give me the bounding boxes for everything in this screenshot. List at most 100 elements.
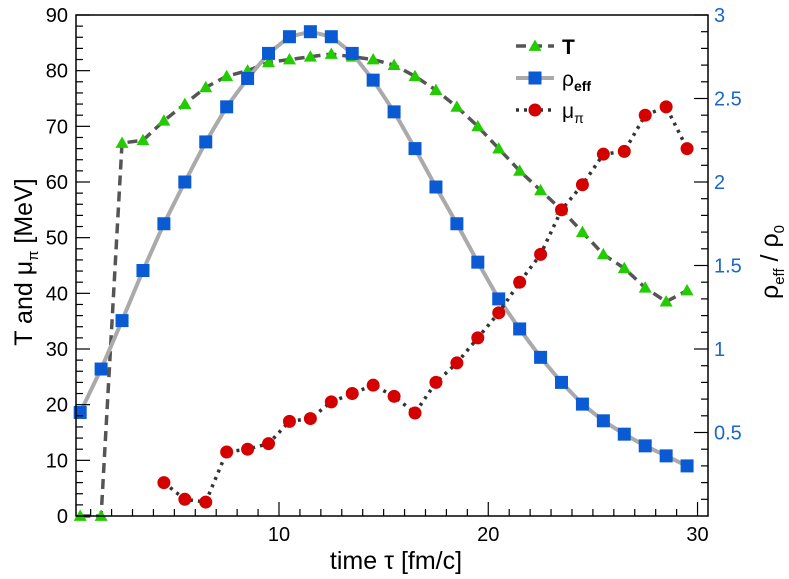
right-y-tick-label: 2 — [714, 172, 725, 194]
series-rho_eff-point — [555, 375, 569, 389]
axes-layer: 10 20 30 0 10 20 30 40 50 60 70 80 90 0.5 1 1.5 2 2.5 3 — [46, 5, 742, 546]
x-axis-title: time τ [fm/c] — [330, 547, 462, 575]
axis-titles: time τ [fm/c] T and μπ [MeV] ρeff / ρ0 — [10, 178, 788, 575]
right-y-tick-label: 0.5 — [714, 423, 742, 445]
legend-entry-rho_eff: ρeff — [516, 68, 591, 94]
series-rho_eff-point — [659, 449, 673, 463]
series-rho_eff-point — [345, 46, 359, 60]
series-rho_eff-point — [178, 175, 192, 189]
right-y-tick-label: 1.5 — [714, 256, 742, 278]
series-T-point — [157, 114, 171, 126]
left-y-tick-label: 30 — [46, 339, 68, 361]
series-mu_pi-point — [178, 492, 192, 506]
series-T-point — [408, 69, 422, 82]
series-layer — [73, 25, 694, 521]
series-rho_eff-point — [303, 25, 317, 39]
series-rho_eff-point — [94, 362, 108, 376]
series-rho_eff-point — [199, 135, 213, 149]
series-T-point — [617, 261, 631, 274]
x-axis-title-tau: τ — [384, 547, 394, 575]
series-rho_eff-point — [282, 30, 296, 44]
series-mu_pi-point — [303, 412, 317, 426]
left-axis-title-mu: μ — [10, 261, 38, 275]
series-mu_pi-point — [262, 437, 276, 451]
legend-marker — [528, 39, 542, 51]
right-axis-title-sub-0: 0 — [771, 225, 788, 233]
series-mu_pi-point — [596, 147, 610, 161]
x-axis-title-unit: [fm/c] — [394, 547, 462, 575]
x-axis-title-main: time — [330, 547, 384, 575]
series-T-point — [282, 53, 296, 65]
series-T-point — [366, 53, 380, 65]
series-rho_eff-point — [157, 217, 171, 231]
series-T-point — [659, 295, 673, 307]
x-tick-label: 30 — [686, 524, 708, 546]
series-rho_eff-point — [492, 292, 506, 306]
right-axis-title-sub-eff: eff — [771, 268, 788, 285]
series-mu_pi-point — [324, 395, 338, 409]
legend-entry-mu_pi: μπ — [516, 100, 584, 126]
series-mu_pi-point — [199, 495, 213, 509]
series-rho_eff-point — [450, 217, 464, 231]
series-mu_pi — [157, 100, 694, 509]
series-rho_eff-point — [575, 397, 589, 411]
series-T-point — [680, 284, 694, 296]
left-axis-title-pre: T and — [10, 275, 38, 345]
series-mu_pi-point — [680, 142, 694, 156]
series-T-point — [73, 509, 87, 521]
left-axis-title-sub: π — [25, 251, 42, 261]
series-mu_pi-point — [220, 445, 234, 459]
legend-entry-T: T — [516, 36, 575, 59]
series-mu_pi-point — [366, 378, 380, 392]
left-y-tick-label: 0 — [57, 506, 68, 528]
series-T-point — [513, 164, 527, 176]
series-mu_pi-point — [513, 275, 527, 289]
left-y-tick-label: 60 — [46, 172, 68, 194]
series-T-point — [303, 50, 317, 62]
series-rho_eff-point — [324, 30, 338, 44]
left-y-tick-label: 70 — [46, 116, 68, 138]
left-y-tick-label: 90 — [46, 5, 68, 27]
left-axis-title: T and μπ [MeV] — [10, 178, 42, 345]
series-rho_eff-point — [220, 100, 234, 114]
series-rho_eff-point — [596, 414, 610, 428]
right-y-tick-label: 1 — [714, 339, 725, 361]
series-rho_eff-point — [136, 264, 150, 278]
x-tick-label: 10 — [268, 524, 290, 546]
series-T-point — [136, 133, 150, 146]
series-rho_eff-point — [115, 314, 129, 328]
series-mu_pi-point — [575, 178, 589, 192]
series-rho_eff-point — [262, 46, 276, 60]
series-T-point — [324, 47, 338, 59]
series-T-point — [471, 119, 485, 132]
series-mu_pi-point — [345, 387, 359, 401]
legend-marker — [528, 103, 542, 117]
series-rho_eff-point — [366, 73, 380, 87]
left-y-tick-label: 80 — [46, 61, 68, 83]
series-T-point — [638, 281, 652, 293]
right-y-tick-label: 2.5 — [714, 89, 742, 111]
series-rho_eff-point — [680, 459, 694, 473]
series-rho_eff-point — [387, 105, 401, 119]
series-mu_pi-point — [492, 306, 506, 320]
series-rho_eff-point — [638, 439, 652, 453]
series-T-point — [534, 183, 548, 196]
series-rho_eff-point — [429, 180, 443, 194]
series-T-point — [178, 97, 192, 109]
series-mu_pi-point — [471, 331, 485, 345]
series-T-point — [199, 80, 213, 93]
left-y-tick-label: 10 — [46, 450, 68, 472]
left-y-tick-label: 40 — [46, 283, 68, 305]
series-mu_pi-point — [387, 389, 401, 403]
series-mu_pi-point — [241, 442, 255, 456]
series-mu_pi-point — [450, 356, 464, 370]
series-T-point — [492, 142, 506, 154]
right-axis-title-slash: / — [756, 248, 784, 269]
series-mu_pi-point — [429, 375, 443, 389]
series-rho_eff-point — [241, 71, 255, 85]
series-T-point — [387, 58, 401, 70]
right-y-tick-label: 3 — [714, 5, 725, 27]
